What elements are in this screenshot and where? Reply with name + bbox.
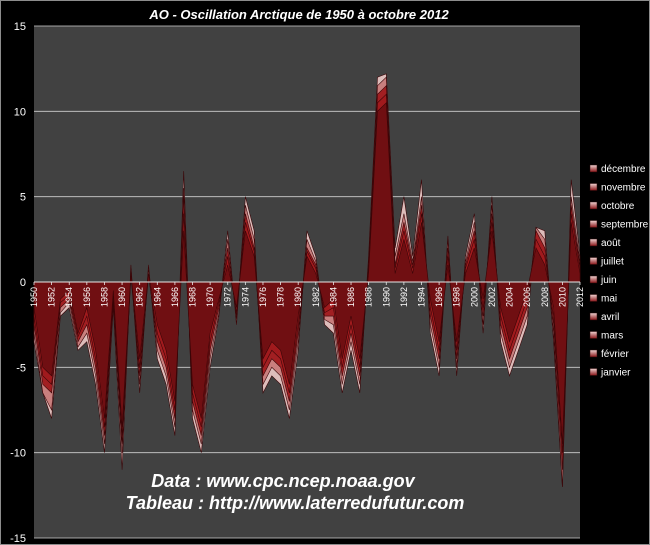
x-tick-label: 1998 [452,287,462,307]
series-area-janvier [33,102,581,445]
legend-label: juillet [600,257,624,268]
legend-label: mai [601,294,617,305]
x-tick-label: 1994 [416,287,426,307]
x-tick-label: 1950 [29,287,39,307]
legend-swatch [589,275,598,284]
x-tick-label: 1974 [240,287,250,307]
legend-swatch [589,201,598,210]
legend-swatch [589,368,598,376]
x-tick-label: 1968 [188,287,198,307]
x-tick-label: 1960 [117,287,127,307]
x-tick-label: 1976 [258,287,268,307]
legend-label: février [601,349,629,360]
x-tick-label: 2012 [575,287,585,307]
x-tick-label: 1990 [381,287,391,307]
x-tick-label: 2000 [469,287,479,307]
x-tick-label: 1996 [434,287,444,307]
x-tick-label: 1980 [293,287,303,307]
x-tick-label: 2004 [505,287,515,307]
legend-label: décembre [601,164,646,175]
legend-label: mars [601,331,623,342]
y-tick-label: -15 [10,533,26,544]
x-tick-label: 1952 [47,287,57,307]
x-tick-label: 2010 [557,287,567,307]
legend-swatch [589,164,598,173]
x-tick-label: 1970 [205,287,215,307]
x-tick-label: 1982 [311,287,321,307]
source-annotation: Data : www.cpc.ncep.noaa.gov [151,471,415,491]
y-tick-label: -5 [16,362,26,374]
legend-label: août [601,238,621,249]
legend-swatch [589,349,598,358]
x-tick-label: 1984 [328,287,338,307]
y-tick-label: 5 [20,192,26,204]
website-annotation: Tableau : http://www.laterredufutur.com [126,493,465,513]
legend-swatch [589,238,598,247]
legend-label: avril [601,312,619,323]
legend-swatch [589,312,598,321]
x-tick-label: 1988 [364,287,374,307]
legend-label: octobre [601,201,635,212]
y-tick-label: -10 [10,448,26,460]
x-tick-label: 1978 [276,287,286,307]
legend-label: juin [600,275,617,286]
chart-title: AO - Oscillation Arctique de 1950 à octo… [148,7,449,22]
y-axis: 15 10 5 0 -5 -10 -15 [10,21,26,544]
x-tick-label: 1956 [82,287,92,307]
x-tick-label: 1986 [346,287,356,307]
legend-label: janvier [600,368,631,379]
legend-swatch [589,294,598,302]
legend-label: septembre [601,220,649,231]
x-tick-label: 1992 [399,287,409,307]
x-tick-label: 1958 [99,287,109,307]
y-tick-label: 10 [14,106,26,118]
x-tick-label: 2006 [522,287,532,307]
y-tick-label: 0 [20,277,26,289]
legend-label: novembre [601,183,646,194]
x-axis: 1950 1952 1954 1956 1958 1960 1962 1964 1966 1968… [29,282,585,307]
legend-swatch [589,331,598,339]
legend-swatch [589,220,598,228]
x-tick-label: 2002 [487,287,497,307]
x-tick-label: 1966 [170,287,180,307]
y-tick-label: 15 [14,21,26,33]
x-tick-label: 2008 [540,287,550,307]
x-tick-label: 1962 [135,287,145,307]
x-tick-label: 1954 [64,287,74,307]
x-tick-label: 1964 [152,287,162,307]
legend-swatch [589,257,598,265]
legend: décembre novembre octobre septembre août juil… [589,164,649,379]
x-tick-label: 1972 [223,287,233,307]
legend-swatch [589,183,598,191]
